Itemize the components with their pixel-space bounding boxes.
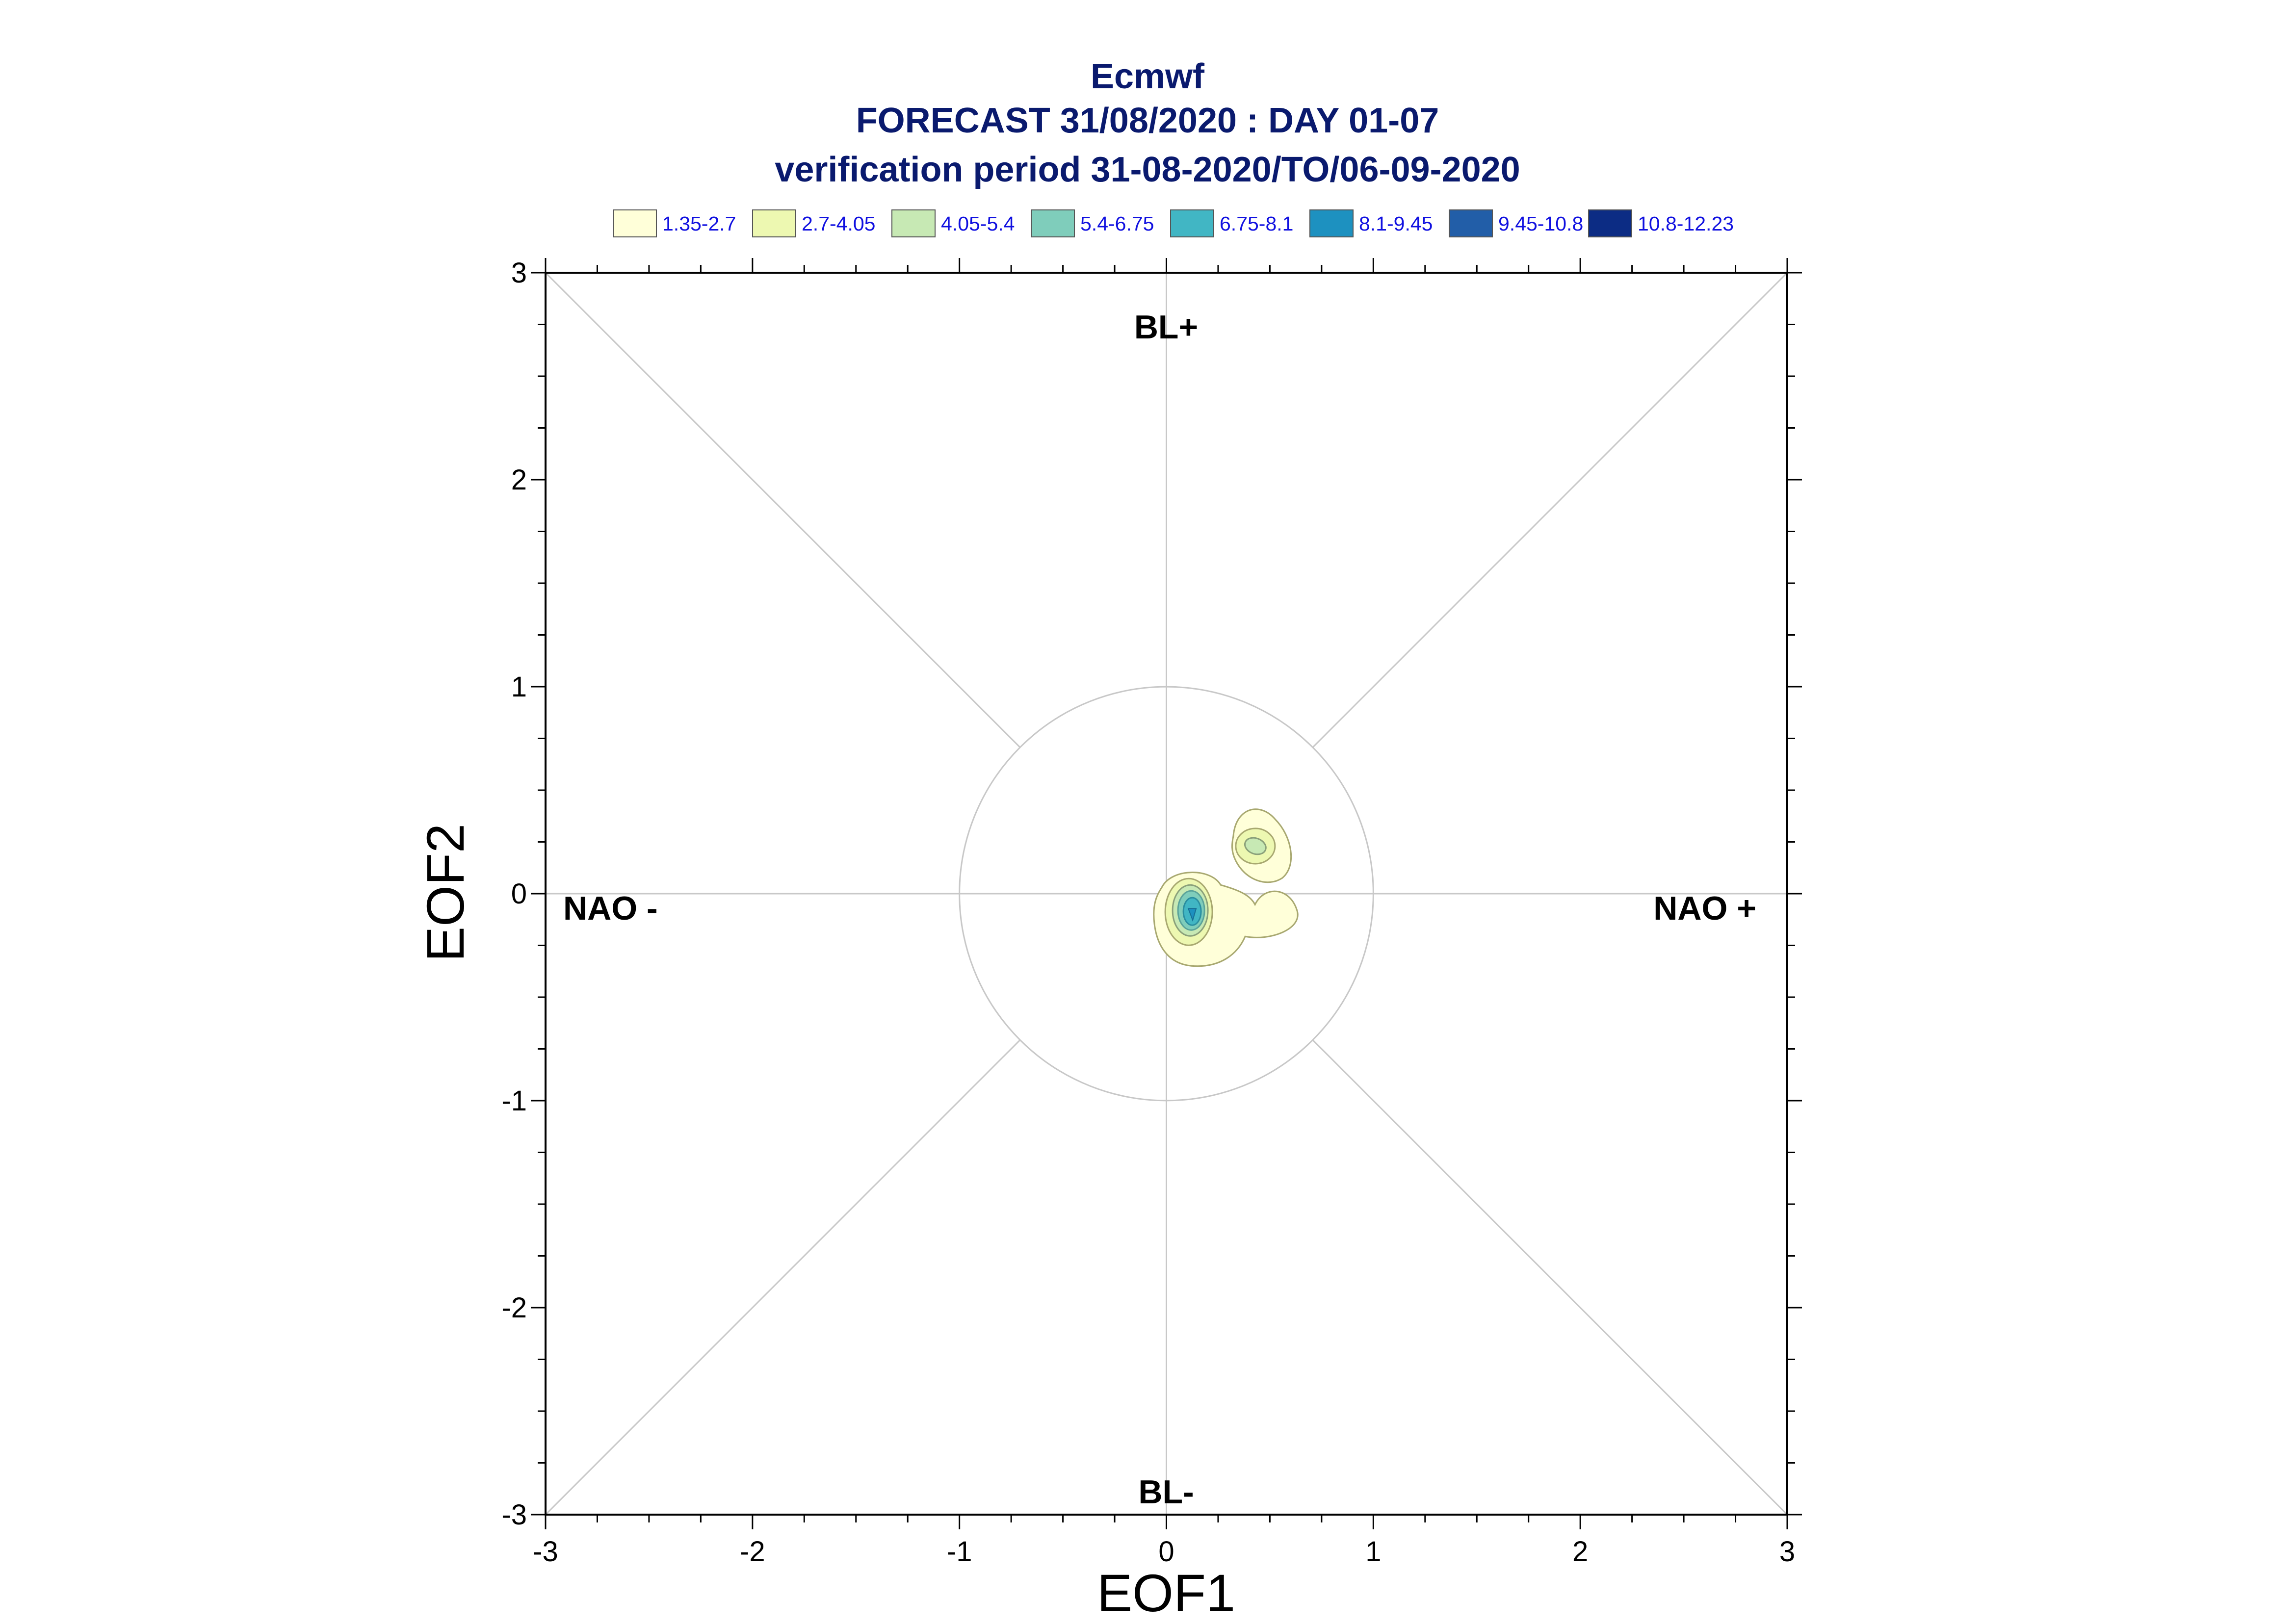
- legend-label: 4.05-5.4: [941, 212, 1015, 235]
- x-tick-label: 2: [1572, 1536, 1588, 1568]
- x-tick-label: -3: [533, 1536, 558, 1568]
- x-tick-label: 1: [1365, 1536, 1381, 1568]
- legend-swatch: [1170, 209, 1214, 237]
- y-tick-label: 2: [511, 464, 527, 496]
- region-label-top: BL+: [1134, 309, 1198, 346]
- guide-diagonal: [1312, 1039, 1788, 1516]
- legend-swatch: [1449, 209, 1493, 237]
- legend-swatch: [1588, 209, 1632, 237]
- guide-diagonal: [1312, 272, 1788, 748]
- x-tick-label: -2: [740, 1536, 765, 1568]
- contour-level-6: [1187, 908, 1197, 922]
- tick-labels: -3 -2 -1 0 1 2 3 -3 -2 -1 0 1 2 3: [501, 257, 1795, 1568]
- y-tick-label: -2: [501, 1292, 527, 1324]
- y-axis-label: EOF2: [416, 824, 475, 962]
- legend: 1.35-2.7 2.7-4.05 4.05-5.4 5.4-6.75 6.75-8.1…: [613, 209, 1734, 237]
- plot-frame: [531, 258, 1802, 1529]
- legend-label: 2.7-4.05: [802, 212, 875, 235]
- guide-diagonal: [545, 272, 1021, 748]
- legend-label: 9.45-10.8: [1498, 212, 1583, 235]
- chart-title-line-3: verification period 31-08-2020/TO/06-09-…: [775, 150, 1520, 189]
- region-label-left: NAO -: [563, 890, 658, 927]
- legend-swatch: [1031, 209, 1075, 237]
- y-tick-label: 0: [511, 878, 527, 910]
- y-tick-label: 1: [511, 671, 527, 703]
- legend-label: 5.4-6.75: [1080, 212, 1154, 235]
- y-tick-label: -3: [501, 1499, 527, 1531]
- guide-diagonal: [545, 1039, 1021, 1516]
- y-tick-label: -1: [501, 1085, 527, 1117]
- x-axis-label: EOF1: [1097, 1563, 1235, 1623]
- legend-swatch: [1309, 209, 1354, 237]
- legend-swatch: [891, 209, 936, 237]
- legend-swatch: [613, 209, 657, 237]
- legend-label: 8.1-9.45: [1359, 212, 1433, 235]
- y-tick-label: 3: [511, 257, 527, 289]
- x-tick-label: -1: [947, 1536, 972, 1568]
- legend-label: 6.75-8.1: [1220, 212, 1293, 235]
- legend-label: 10.8-12.23: [1638, 212, 1734, 235]
- chart-title-line-1: Ecmwf: [1091, 57, 1205, 96]
- contour-level-3: [1244, 837, 1267, 855]
- legend-swatch: [752, 209, 796, 237]
- x-tick-label: 3: [1779, 1536, 1795, 1568]
- x-tick-label: 0: [1158, 1536, 1174, 1568]
- region-label-bottom: BL-: [1138, 1473, 1194, 1511]
- legend-label: 1.35-2.7: [662, 212, 736, 235]
- reference-circle: [959, 686, 1374, 1102]
- region-label-right: NAO +: [1653, 890, 1756, 927]
- density-contours: [1153, 808, 1299, 967]
- chart-title-line-2: FORECAST 31/08/2020 : DAY 01-07: [856, 101, 1439, 140]
